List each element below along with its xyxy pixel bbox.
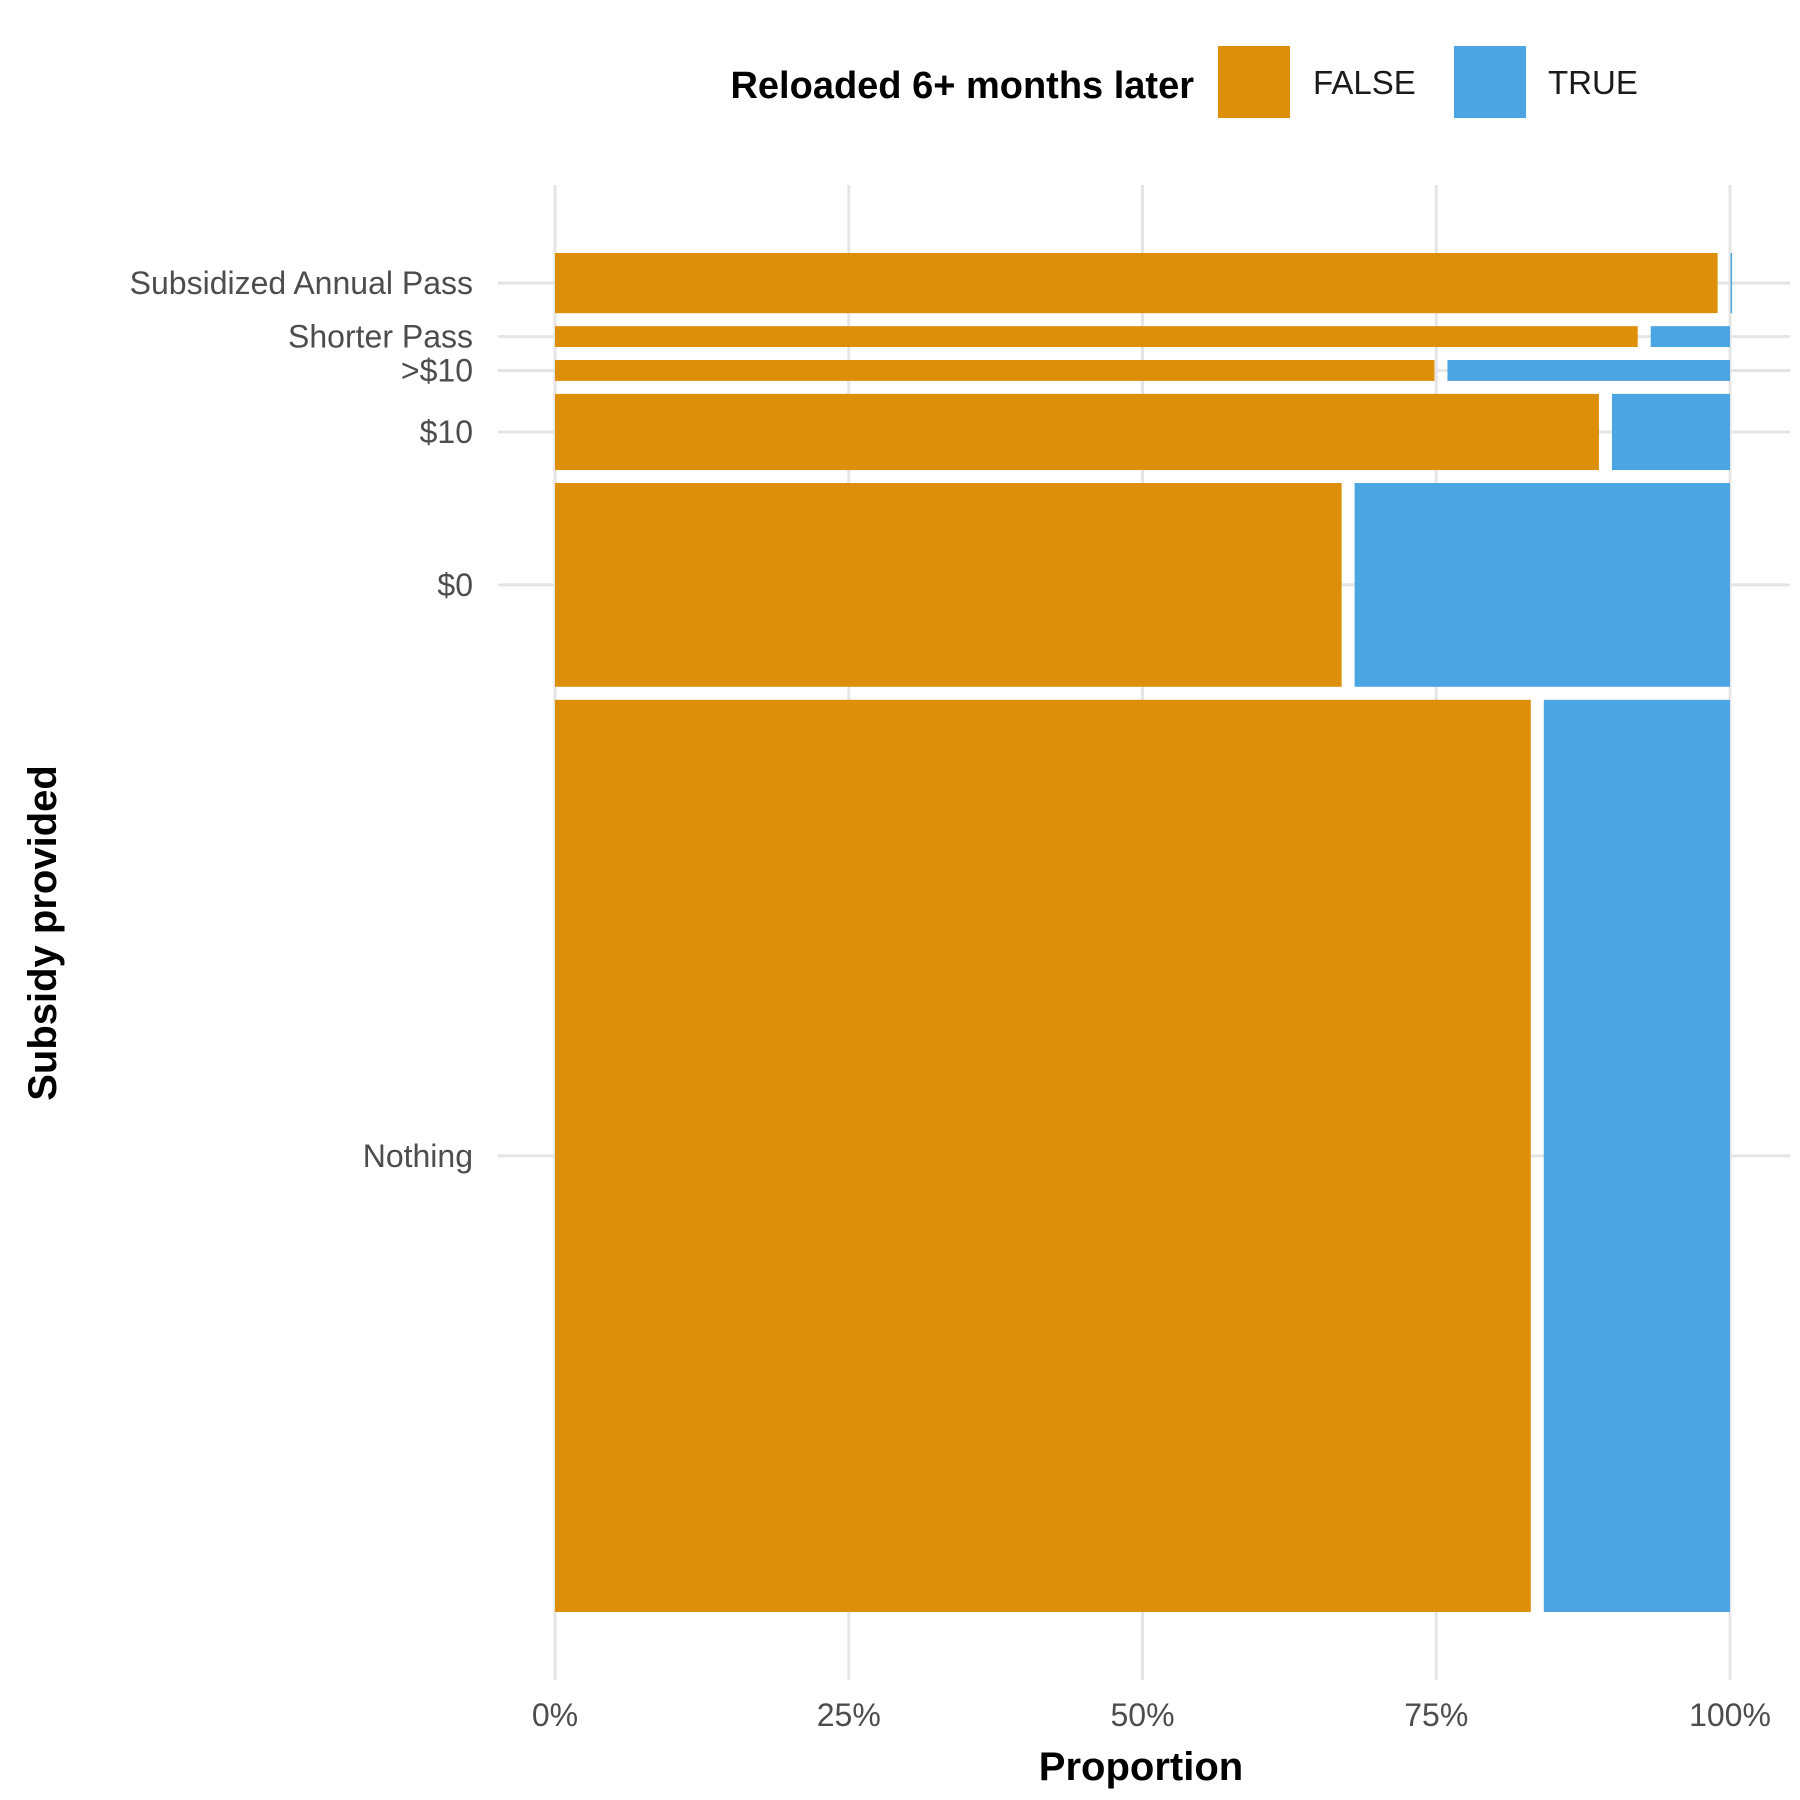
bar-segment-true <box>1354 483 1730 687</box>
bar-segment-false <box>555 360 1435 381</box>
bar-segment-false <box>555 699 1531 1612</box>
bar-segment-true <box>1611 393 1730 471</box>
bar-segment-true <box>1650 326 1730 348</box>
x-tick-label: 75% <box>1404 1697 1468 1733</box>
legend-key-false <box>1218 46 1290 118</box>
y-tick-label: Shorter Pass <box>288 319 473 355</box>
x-axis-title: Proportion <box>1039 1745 1243 1789</box>
legend-label-true: TRUE <box>1548 64 1638 101</box>
bar-segment-true <box>1447 360 1730 381</box>
legend-title: Reloaded 6+ months later <box>730 65 1194 107</box>
bar-segment-false <box>555 253 1718 314</box>
bars <box>555 253 1733 1612</box>
bar-segment-false <box>555 393 1599 471</box>
x-tick-label: 25% <box>817 1697 881 1733</box>
y-tick-label: $0 <box>437 567 473 603</box>
bar-segment-true <box>1543 699 1730 1612</box>
legend: Reloaded 6+ months later FALSE TRUE <box>730 46 1638 118</box>
y-axis-title: Subsidy provided <box>21 765 65 1101</box>
bar-segment-false <box>555 326 1638 348</box>
legend-key-true <box>1454 46 1526 118</box>
y-tick-label: $10 <box>420 414 473 450</box>
x-tick-label: 0% <box>532 1697 578 1733</box>
bar-segment-true <box>1730 253 1733 314</box>
y-tick-label: Nothing <box>363 1138 473 1174</box>
bar-segment-false <box>555 483 1342 687</box>
x-tick-label: 100% <box>1689 1697 1771 1733</box>
y-tick-labels: Subsidized Annual Pass Shorter Pass>$10 $1… <box>130 265 473 1174</box>
y-tick-label: >$10 <box>401 352 473 388</box>
y-tick-label: Subsidized Annual Pass <box>130 265 473 301</box>
legend-label-false: FALSE <box>1313 64 1416 101</box>
x-tick-label: 50% <box>1110 1697 1174 1733</box>
x-tick-labels: 0% 25% 50% 75% 100% <box>532 1697 1771 1733</box>
